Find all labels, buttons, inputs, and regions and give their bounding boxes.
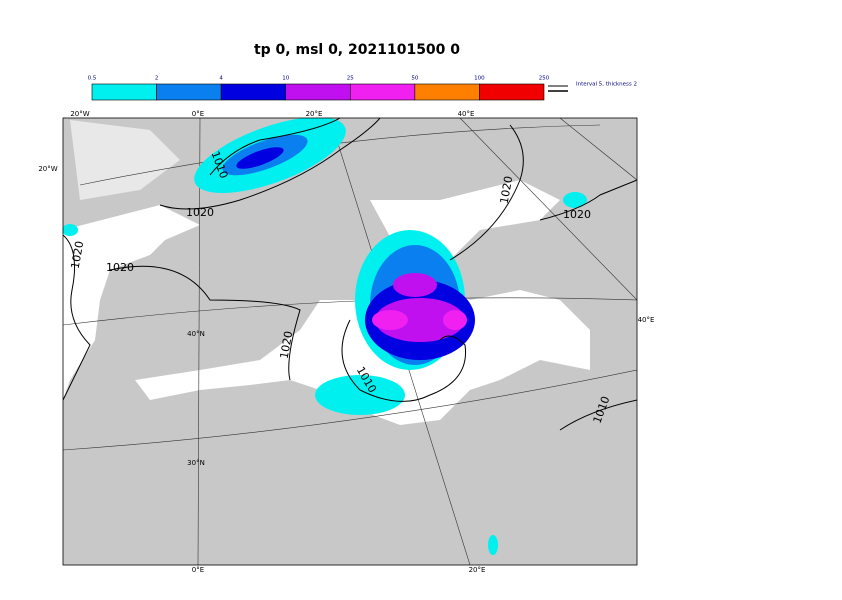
contour-label: 1020 — [69, 240, 87, 270]
graticule-label: 40°E — [638, 316, 655, 324]
colorbar-label: 25 — [347, 76, 354, 82]
colorbar-label: 250 — [539, 76, 550, 82]
contour-label: 1020 — [106, 261, 134, 274]
colorbar-label: 50 — [411, 76, 418, 82]
labels: 20°W 0°E 20°E 40°E 20°W 40°N 30°N 40°E 0°E 20°E 10… — [38, 110, 654, 574]
graticule-label: 20°W — [70, 110, 89, 118]
colorbar-box — [285, 83, 351, 101]
colorbar-box — [220, 83, 287, 101]
graticule-label: 20°E — [306, 110, 323, 118]
sea — [70, 120, 180, 200]
map-frame — [62, 117, 638, 566]
sea — [63, 205, 200, 400]
contour-label: 1020 — [563, 208, 591, 221]
graticule-label: 0°E — [192, 566, 204, 574]
colorbar-box — [479, 83, 545, 101]
graticule-label: 20°E — [469, 566, 486, 574]
isobars — [63, 118, 637, 431]
colorbar-box — [414, 83, 480, 101]
contour-label: 1020 — [186, 206, 214, 219]
legend-note: Interval 5, thickness 2 — [576, 82, 637, 88]
graticule-label: 0°E — [192, 110, 204, 118]
graticule-label: 40°E — [458, 110, 475, 118]
contour-label: 1020 — [498, 175, 516, 205]
colorbar-label: 100 — [474, 76, 485, 82]
graticule-label: 30°N — [187, 459, 205, 467]
colorbar-label: 4 — [219, 76, 223, 82]
precipitation — [63, 118, 587, 555]
sea — [135, 280, 590, 425]
colorbar-box — [349, 83, 416, 101]
colorbar-label: 2 — [155, 76, 159, 82]
graticule-label: 20°W — [38, 165, 57, 173]
colorbar-box — [91, 83, 157, 101]
title: tp 0, msl 0, 2021101500 0 — [254, 42, 460, 58]
colorbar: 0.5 2 4 10 25 50 100 250 — [88, 76, 550, 101]
colorbar-box — [156, 83, 222, 101]
colorbar-label: 0.5 — [88, 76, 97, 82]
contour-label: 1020 — [278, 330, 296, 360]
map-area — [63, 118, 637, 565]
colorbar-label: 10 — [282, 76, 289, 82]
graticule-label: 40°N — [187, 330, 205, 338]
